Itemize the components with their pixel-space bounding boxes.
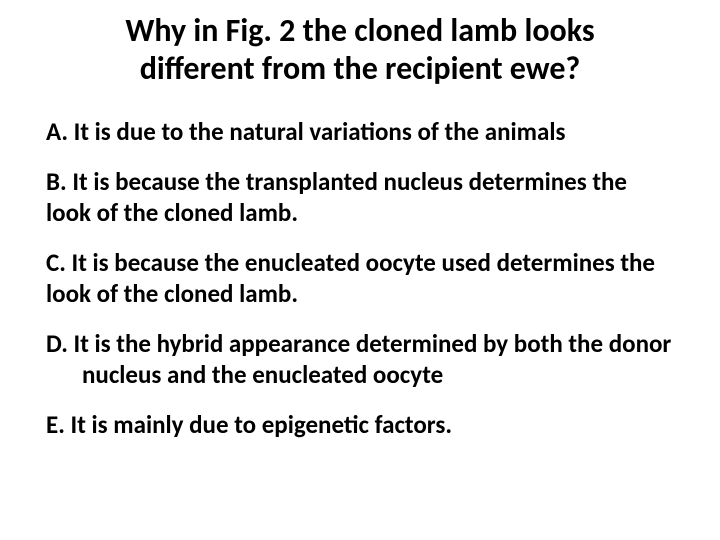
option-a: A. It is due to the natural variations o… [46,117,674,148]
option-c: C. It is because the enucleated oocyte u… [46,248,674,309]
slide-container: Why in Fig. 2 the cloned lamb looks diff… [0,0,720,540]
question-title: Why in Fig. 2 the cloned lamb looks diff… [66,12,654,89]
option-e: E. It is mainly due to epigenetic factor… [46,410,674,441]
option-d: D. It is the hybrid appearance determine… [46,329,674,390]
option-b: B. It is because the transplanted nucleu… [46,167,674,228]
options-list: A. It is due to the natural variations o… [46,117,674,441]
